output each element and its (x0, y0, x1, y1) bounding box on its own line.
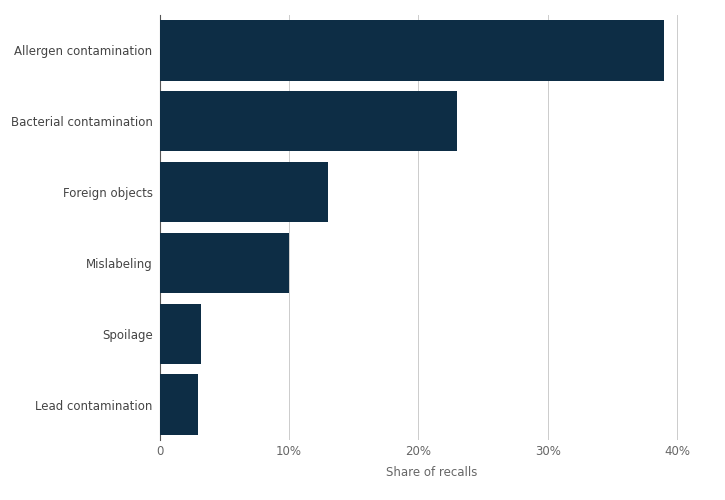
Bar (160, 304, 201, 364)
X-axis label: Share of recalls: Share of recalls (386, 466, 477, 479)
Bar (160, 233, 289, 293)
Bar (160, 91, 457, 152)
Bar (160, 162, 328, 222)
Bar (160, 374, 199, 434)
Bar (160, 20, 664, 80)
